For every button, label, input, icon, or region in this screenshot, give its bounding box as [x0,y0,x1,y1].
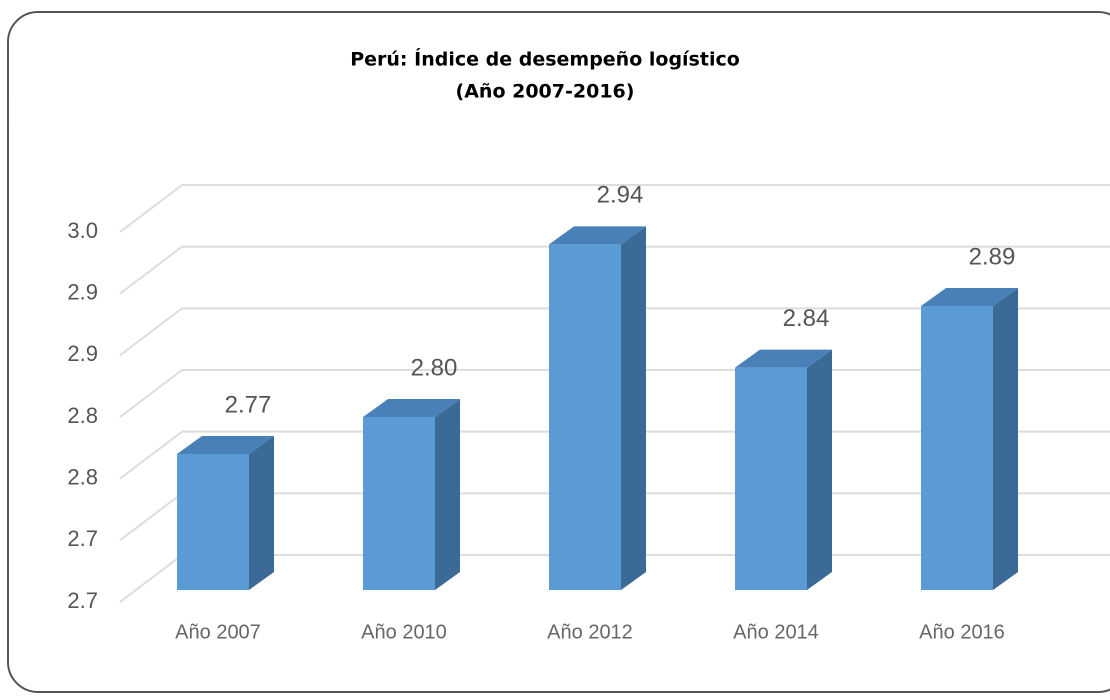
bar-front [177,454,249,590]
bar-top [735,349,832,368]
bar-side [807,349,832,590]
value-label: 2.89 [969,243,1016,270]
grid-line [119,245,183,295]
bar-front [735,367,807,590]
value-label: 2.77 [225,391,272,418]
x-tick-label: Año 2014 [733,621,819,643]
bar-side [993,288,1018,590]
grid-line [119,554,183,603]
bar [921,288,1018,590]
grid-line [119,307,183,357]
bar [735,349,832,590]
bar-front [921,306,993,590]
y-tick-label: 2.9 [67,341,98,366]
value-label: 2.80 [411,354,458,381]
bar-side [621,226,646,591]
grid-line [119,369,183,418]
y-tick-label: 2.8 [67,464,98,489]
bar-side [249,436,274,590]
y-tick-label: 2.7 [67,526,98,551]
chart-subtitle: (Año 2007-2016) [456,81,635,103]
grid-line [119,492,183,542]
bar [549,226,646,591]
bar-front [363,417,435,590]
grid-line [119,184,183,233]
bar-top [363,399,460,417]
bar-top [549,226,646,245]
bar-top [921,288,1018,306]
x-tick-label: Año 2010 [361,621,447,643]
x-tick-label: Año 2012 [547,621,633,643]
x-tick-label: Año 2016 [919,621,1005,643]
bar-side [435,399,460,590]
y-tick-label: 2.8 [67,403,98,428]
value-label: 2.84 [783,305,830,332]
y-tick-label: 3.0 [67,218,98,243]
value-label: 2.94 [597,182,644,209]
bar-top [177,436,274,454]
x-tick-label: Año 2007 [175,621,261,643]
chart-title: Perú: Índice de desempeño logístico [350,48,740,71]
y-tick-label: 2.9 [67,279,98,304]
grid-line [119,430,183,480]
bar [177,436,274,590]
y-tick-label: 2.7 [67,588,98,613]
bar [363,399,460,590]
bar-front [549,244,621,591]
